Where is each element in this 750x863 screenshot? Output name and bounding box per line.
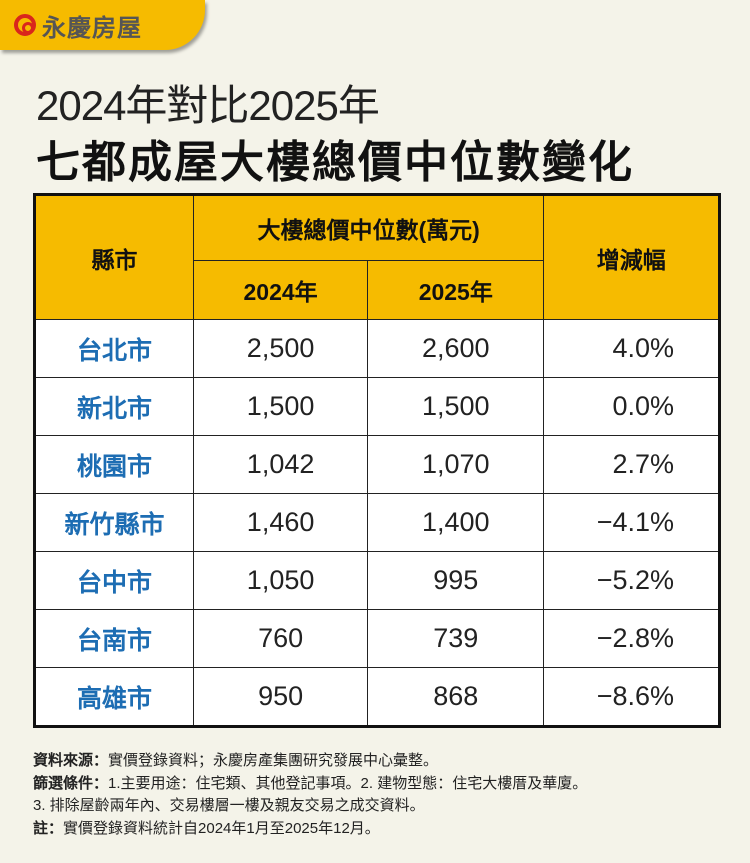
table-row: 桃園市 1,042 1,070 2.7% (34, 435, 720, 494)
cell-y2025: 1,400 (367, 493, 545, 552)
cell-city: 桃園市 (34, 435, 194, 494)
cell-city: 高雄市 (34, 667, 194, 727)
cell-y2025: 2,600 (367, 319, 545, 378)
cell-y2024: 2,500 (192, 319, 369, 378)
cell-change: 4.0% (543, 319, 720, 378)
cell-city: 台南市 (34, 609, 194, 668)
cell-y2024: 760 (192, 609, 369, 668)
title-line1: 2024年對比2025年 (36, 82, 380, 129)
cell-change: −4.1% (543, 493, 720, 552)
brand-logo: 永慶房屋 (0, 0, 205, 50)
note-filter: 篩選條件：1.主要用途：住宅類、其他登記事項。2. 建物型態：住宅大樓厝及華廈。 (33, 773, 587, 796)
cell-change: −8.6% (543, 667, 720, 727)
header-city: 縣市 (34, 194, 194, 320)
cell-y2024: 1,042 (192, 435, 369, 494)
text: 實價登錄資料統計自2024年1月至2025年12月。 (63, 819, 380, 837)
label: 註： (33, 819, 64, 837)
text: 1.主要用途：住宅類、其他登記事項。2. 建物型態：住宅大樓厝及華廈。 (108, 774, 588, 792)
header-group: 大樓總價中位數(萬元) (192, 194, 545, 261)
brand-name: 永慶房屋 (42, 14, 142, 42)
note-source: 資料來源：實價登錄資料；永慶房產集團研究發展中心彙整。 (33, 750, 587, 773)
cell-y2024: 1,050 (192, 551, 369, 610)
cell-change: −5.2% (543, 551, 720, 610)
cell-y2025: 868 (367, 667, 545, 727)
logo-icon (14, 14, 36, 36)
cell-city: 新竹縣市 (34, 493, 194, 552)
cell-city: 台中市 (34, 551, 194, 610)
table-row: 高雄市 950 868 −8.6% (34, 667, 720, 727)
price-table: 縣市 大樓總價中位數(萬元) 增減幅 2024年 2025年 台北市 2,500 2… (33, 193, 721, 728)
label: 資料來源： (33, 752, 109, 769)
cell-y2025: 1,500 (367, 377, 545, 436)
label: 篩選條件： (33, 774, 109, 792)
header-2024: 2024年 (192, 260, 369, 320)
table-row: 台北市 2,500 2,600 4.0% (34, 319, 720, 378)
title-line2: 七都成屋大樓總價中位數變化 (36, 138, 634, 187)
cell-y2025: 995 (367, 551, 545, 610)
note-filter-2: 3. 排除屋齡兩年內、交易樓層一樓及親友交易之成交資料。 (33, 797, 425, 814)
cell-change: 0.0% (543, 377, 720, 436)
cell-city: 新北市 (34, 377, 194, 436)
cell-change: −2.8% (543, 609, 720, 668)
header-2025: 2025年 (367, 260, 545, 320)
table-row: 新北市 1,500 1,500 0.0% (34, 377, 720, 436)
cell-y2025: 1,070 (367, 435, 545, 494)
cell-y2025: 739 (367, 609, 545, 668)
cell-city: 台北市 (34, 319, 194, 378)
cell-y2024: 950 (192, 667, 369, 727)
table-row: 新竹縣市 1,460 1,400 −4.1% (34, 493, 720, 552)
cell-y2024: 1,500 (192, 377, 369, 436)
header-change: 增減幅 (543, 194, 720, 320)
table-row: 台南市 760 739 −2.8% (34, 609, 720, 668)
table-row: 台中市 1,050 995 −5.2% (34, 551, 720, 610)
note-period: 註：實價登錄資料統計自2024年1月至2025年12月。 (33, 818, 587, 841)
footnotes: 資料來源：實價登錄資料；永慶房產集團研究發展中心彙整。 篩選條件：1.主要用途：… (33, 750, 587, 840)
cell-y2024: 1,460 (192, 493, 369, 552)
cell-change: 2.7% (543, 435, 720, 494)
text: 實價登錄資料；永慶房產集團研究發展中心彙整。 (108, 752, 439, 769)
